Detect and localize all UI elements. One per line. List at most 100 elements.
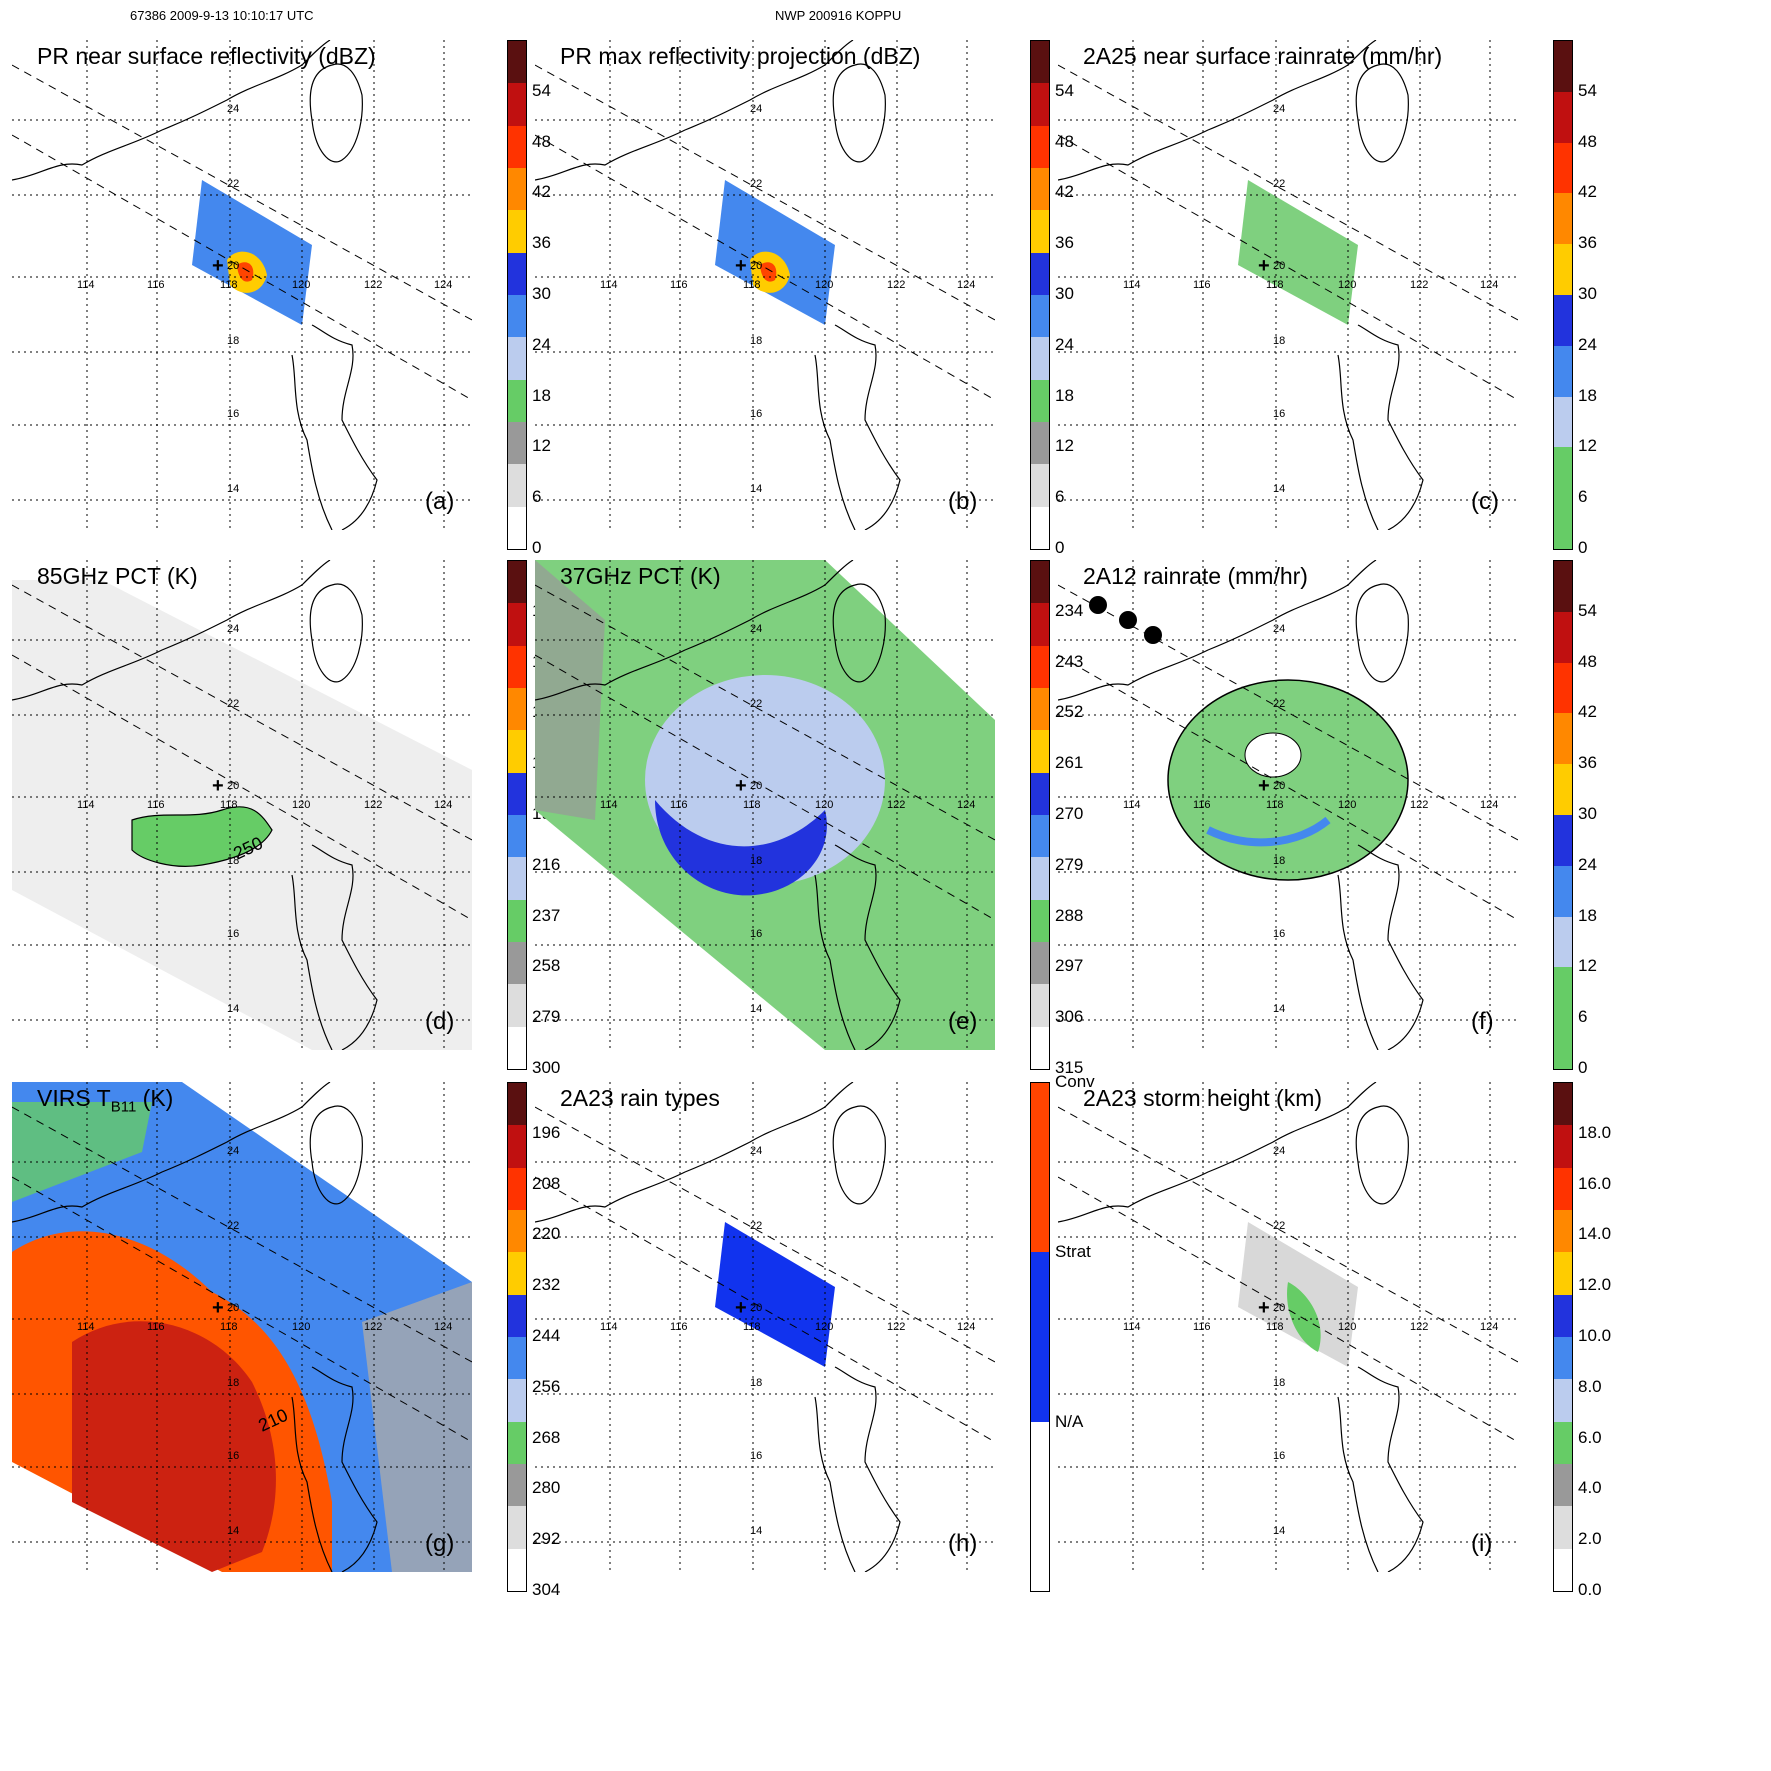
panel-d: +114 116 118 120 122 124 24 22 20 18 16 14 250 85GHz … — [12, 560, 560, 1120]
colorbar-ticks: 18.0 16.0 14.0 12.0 10.0 8.0 6.0 4.0 2.0 0.0 — [1578, 1082, 1638, 1599]
colorbar-tick-label: 12.0 — [1578, 1275, 1612, 1295]
lat-label: 18 — [1273, 855, 1285, 867]
lat-label: 18 — [227, 335, 239, 347]
colorbar-tick-label: 18 — [1055, 385, 1074, 405]
storm-center-marker: + — [212, 1297, 224, 1319]
coastline-luzon — [1337, 844, 1424, 1050]
lat-label: 24 — [750, 623, 762, 635]
colorbar-tick-label: 216 — [532, 854, 561, 874]
colorbar-segment — [1031, 379, 1049, 422]
panel-title-text: 2A12 rainrate (mm/hr) — [1083, 563, 1308, 589]
panel-b: +114 116 118 120 122 124 24 22 20 18 16 14 PR max re… — [535, 40, 1074, 600]
lon-label: 120 — [815, 1321, 833, 1333]
colorbar — [1553, 560, 1573, 1070]
coastline-china — [535, 1082, 854, 1223]
map-c: +114 116 118 120 122 124 24 22 20 18 16 14 — [1058, 40, 1518, 530]
lon-label: 120 — [292, 799, 310, 811]
map-svg-i: +114 116 118 120 122 124 24 22 20 18 16 14 — [1058, 1082, 1518, 1572]
colorbar-tick-label: 24 — [1055, 334, 1074, 354]
lon-label: 116 — [147, 1321, 165, 1333]
panel-label: (c) — [1471, 488, 1499, 515]
coastline-china — [1058, 1082, 1377, 1223]
lat-label: 14 — [750, 483, 762, 495]
panel-title-text: 37GHz PCT (K) — [560, 563, 721, 589]
panel-label: (a) — [425, 488, 455, 515]
coastline-taiwan — [832, 1105, 886, 1205]
colorbar-tick-label: 30 — [532, 284, 551, 303]
lon-label: 122 — [1410, 1321, 1428, 1333]
colorbar-segment — [1554, 396, 1572, 448]
colorbar-segment — [508, 941, 526, 985]
panel-title: 2A23 storm height (km) — [1083, 1085, 1322, 1112]
map-d: +114 116 118 120 122 124 24 22 20 18 16 14 250 — [12, 560, 472, 1050]
colorbar-tick-label: 12 — [1578, 436, 1597, 456]
colorbar-segment — [1031, 687, 1049, 731]
colorbar-tick-label: 36 — [532, 233, 551, 253]
lon-label: 124 — [1480, 1321, 1498, 1333]
colorbar-segment — [1031, 603, 1049, 646]
colorbar-tick-label: 315 — [1055, 1058, 1084, 1077]
panel-title: 85GHz PCT (K) — [37, 563, 198, 590]
colorbar-segment — [1031, 252, 1049, 295]
colorbar-segment — [1031, 1083, 1049, 1253]
lat-label: 16 — [750, 928, 762, 940]
lat-label: 18 — [1273, 335, 1285, 347]
coastline-china — [12, 560, 331, 701]
colorbar-segment — [1031, 899, 1049, 942]
lat-label: 16 — [1273, 928, 1285, 940]
colorbar-segment — [1031, 125, 1049, 168]
coastline-taiwan — [309, 63, 363, 163]
colorbar-tick-label: 36 — [1055, 233, 1074, 253]
colorbar-segment — [1554, 91, 1572, 143]
pr-swath — [715, 1222, 835, 1367]
colorbar-tick-label: 42 — [1578, 182, 1597, 202]
colorbar-segment — [1554, 1421, 1572, 1464]
panel-label: (e) — [948, 1008, 978, 1035]
colorbar-tick-label: 279 — [1055, 854, 1084, 874]
colorbar-ticks: 234 243 252 261 270 279 288 297 306 315 — [1055, 560, 1115, 1077]
colorbar-segment — [1554, 814, 1572, 866]
colorbar-segment — [1554, 967, 1572, 1019]
colorbar-segment — [1554, 244, 1572, 295]
lat-label: 14 — [1273, 1003, 1285, 1015]
colorbar-tick-label: 0 — [532, 538, 542, 557]
colorbar-segment — [1554, 561, 1572, 612]
colorbar-tick-label: 18 — [1578, 905, 1597, 925]
colorbar-segment — [1031, 167, 1049, 211]
field-a — [192, 180, 312, 325]
colorbar-tick-label: Conv — [1055, 1072, 1095, 1091]
colorbar-segment — [1031, 814, 1049, 858]
lon-label: 124 — [1480, 799, 1498, 811]
panel-title-text: PR max reflectivity projection (dBZ) — [560, 43, 921, 69]
coastline-china — [535, 40, 854, 181]
colorbar — [507, 40, 527, 550]
panel-label: (i) — [1471, 1530, 1493, 1557]
colorbar — [507, 560, 527, 1070]
colorbar-tick-label: 24 — [532, 334, 551, 354]
colorbar-segment — [508, 1506, 526, 1549]
map-svg-a: +114 116 118 120 122 124 24 22 20 18 16 14 — [12, 40, 472, 530]
colorbar-segment — [1031, 561, 1049, 604]
colorbar — [1553, 1082, 1573, 1592]
coastline-luzon — [814, 324, 901, 530]
colorbar-tick-label: 54 — [532, 80, 551, 100]
lat-label: 22 — [1273, 178, 1285, 190]
colorbar-segment — [508, 899, 526, 942]
lon-label: 116 — [147, 279, 165, 291]
colorbar-segment — [508, 1294, 526, 1337]
lat-label: 24 — [1273, 103, 1285, 115]
lat-label: 20 — [750, 260, 762, 272]
colorbar-segment — [508, 730, 526, 773]
lat-label: 18 — [227, 855, 239, 867]
colorbar-segment — [508, 984, 526, 1027]
lon-label: 118 — [743, 279, 761, 291]
panel-f: +114 116 118 120 122 124 24 22 20 18 16 14 2A12 rain… — [1058, 560, 1597, 1120]
colorbar-tick-label: 6 — [1578, 1007, 1588, 1027]
map-svg-e: +114 116 118 120 122 124 24 22 20 18 16 14 — [535, 560, 995, 1050]
lon-label: 122 — [364, 1321, 382, 1333]
colorbar-segment — [508, 125, 526, 168]
panel-title-text: PR near surface reflectivity (dBZ) — [37, 43, 376, 69]
lat-label: 14 — [227, 1525, 239, 1537]
map-svg-c: +114 116 118 120 122 124 24 22 20 18 16 14 — [1058, 40, 1518, 530]
